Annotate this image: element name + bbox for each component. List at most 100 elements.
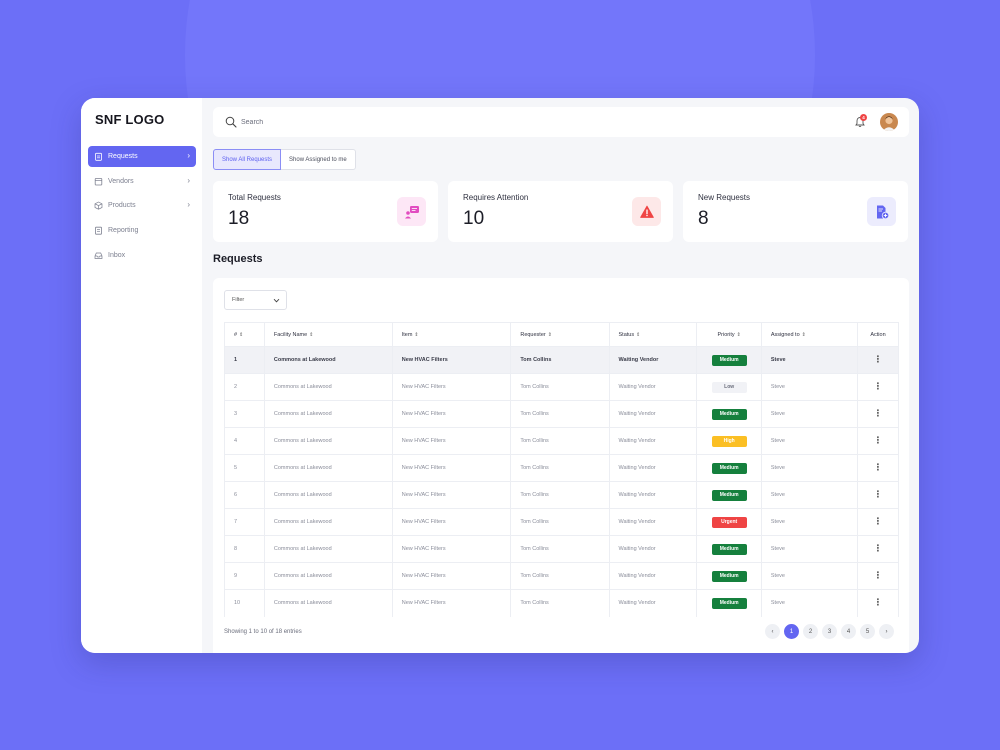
column-header-label: Facility Name [273,331,308,338]
column-header-label: Status [618,331,635,338]
column-header-assigned-to[interactable]: Assigned to ⇕ [760,322,859,347]
sidebar-item-requests[interactable]: Requests › [88,146,196,167]
filter-dropdown[interactable]: Filter [224,290,287,310]
sort-icon: ⇕ [547,331,552,338]
cell-facility: Commons at Lakewood [263,346,393,374]
card-total-requests: Total Requests 18 [213,181,438,242]
more-options-icon[interactable]: ⋮ [873,570,883,580]
sidebar-item-label: Vendors [108,177,134,185]
table-row[interactable]: 4 Commons at Lakewood New HVAC Filters Tom … [224,427,899,455]
chevron-right-icon[interactable]: › [879,624,894,639]
more-options-icon[interactable]: ⋮ [873,516,883,526]
column-header-status[interactable]: Status ⇕ [608,322,698,347]
sidebar-item-label: Inbox [108,251,126,259]
table-row[interactable]: 6 Commons at Lakewood New HVAC Filters Tom … [224,481,899,509]
card-label: Requires Attention [463,193,529,202]
cell-number: 3 [224,400,265,428]
inbox-icon [94,251,103,260]
cell-status: Waiting Vendor [608,589,698,617]
sidebar-item-inbox[interactable]: Inbox [88,245,196,266]
table-header-row: # ⇕ Facility Name ⇕ Item ⇕ Requester ⇕ Status ⇕ Pr… [224,322,899,347]
chevron-left-icon[interactable]: ‹ [765,624,780,639]
more-options-icon[interactable]: ⋮ [873,381,883,391]
table-row[interactable]: 1 Commons at Lakewood New HVAC Filters Tom … [224,346,899,374]
card-value: 10 [463,208,485,229]
cell-status: Waiting Vendor [608,508,698,536]
cell-facility: Commons at Lakewood [263,508,393,536]
table-row[interactable]: 2 Commons at Lakewood New HVAC Filters Tom … [224,373,899,401]
column-header-priority[interactable]: Priority ⇕ [696,322,762,347]
table-row[interactable]: 5 Commons at Lakewood New HVAC Filters Tom … [224,454,899,482]
cell-priority: Medium [696,400,762,428]
table-row[interactable]: 3 Commons at Lakewood New HVAC Filters Tom … [224,400,899,428]
more-options-icon[interactable]: ⋮ [873,408,883,418]
sidebar-item-vendors[interactable]: Vendors › [88,171,196,192]
page-button[interactable]: 4 [841,624,856,639]
cell-priority: Medium [696,562,762,590]
tab-show-all-requests[interactable]: Show All Requests [213,149,282,170]
more-options-icon[interactable]: ⋮ [873,435,883,445]
top-bar: 4 [213,107,909,137]
more-options-icon[interactable]: ⋮ [873,489,883,499]
store-icon [94,177,103,186]
card-requires-attention: Requires Attention 10 [448,181,673,242]
sort-icon: ⇕ [636,331,641,338]
sidebar-item-label: Products [108,202,136,210]
cell-facility: Commons at Lakewood [263,373,393,401]
column-header-item[interactable]: Item ⇕ [391,322,512,347]
cell-number: 6 [224,481,265,509]
filter-label: Filter [232,297,245,303]
priority-badge: High [711,435,747,447]
cell-assigned: Steve [760,589,859,617]
cell-status: Waiting Vendor [608,481,698,509]
priority-badge: Medium [711,408,747,420]
cell-number: 1 [224,346,265,374]
more-options-icon[interactable]: ⋮ [873,354,883,364]
clipboard-icon [94,152,103,161]
cell-priority: Medium [696,346,762,374]
chevron-right-icon: › [187,151,190,160]
card-label: New Requests [698,193,751,202]
column-header-number[interactable]: # ⇕ [224,322,265,347]
cell-priority: Medium [696,481,762,509]
cell-action: ⋮ [857,562,899,590]
requests-panel: Filter # ⇕ Facility Name ⇕ Item ⇕ Requester ⇕ St… [213,278,909,653]
cell-assigned: Steve [760,481,859,509]
app-window: SNF LOGO Requests › Vendors › Products › Repor… [81,98,919,653]
sidebar-item-products[interactable]: Products › [88,195,196,216]
sidebar: SNF LOGO Requests › Vendors › Products › Repor… [81,98,202,653]
column-header-facility-name[interactable]: Facility Name ⇕ [263,322,393,347]
cell-requester: Tom Collins [510,562,610,590]
column-header-label: Item [401,331,413,338]
table-row[interactable]: 7 Commons at Lakewood New HVAC Filters Tom … [224,508,899,536]
priority-badge: Medium [711,543,747,555]
cell-action: ⋮ [857,535,899,563]
cell-action: ⋮ [857,346,899,374]
chevron-right-icon: › [187,200,190,210]
page-button[interactable]: 2 [803,624,818,639]
avatar[interactable] [880,113,898,131]
cell-action: ⋮ [857,508,899,536]
card-new-requests: New Requests 8 [683,181,908,242]
more-options-icon[interactable]: ⋮ [873,543,883,553]
chat-icon [397,197,426,226]
cell-status: Waiting Vendor [608,400,698,428]
more-options-icon[interactable]: ⋮ [873,597,883,608]
tab-show-assigned-to-me[interactable]: Show Assigned to me [281,149,356,170]
more-options-icon[interactable]: ⋮ [873,462,883,472]
table-row[interactable]: 8 Commons at Lakewood New HVAC Filters Tom … [224,535,899,563]
search-input[interactable] [241,115,541,129]
page-button[interactable]: 1 [784,624,799,639]
table-row[interactable]: 10 Commons at Lakewood New HVAC Filters Tom… [224,589,899,617]
page-button[interactable]: 5 [860,624,875,639]
search-icon[interactable] [225,116,237,128]
sidebar-item-reporting[interactable]: Reporting [88,220,196,241]
cell-item: New HVAC Filters [391,589,512,617]
priority-badge: Medium [711,354,747,366]
notification-badge: 4 [860,114,867,121]
sort-icon: ⇕ [309,331,314,338]
table-row[interactable]: 9 Commons at Lakewood New HVAC Filters Tom … [224,562,899,590]
column-header-requester[interactable]: Requester ⇕ [510,322,610,347]
page-button[interactable]: 3 [822,624,837,639]
cell-assigned: Steve [760,400,859,428]
